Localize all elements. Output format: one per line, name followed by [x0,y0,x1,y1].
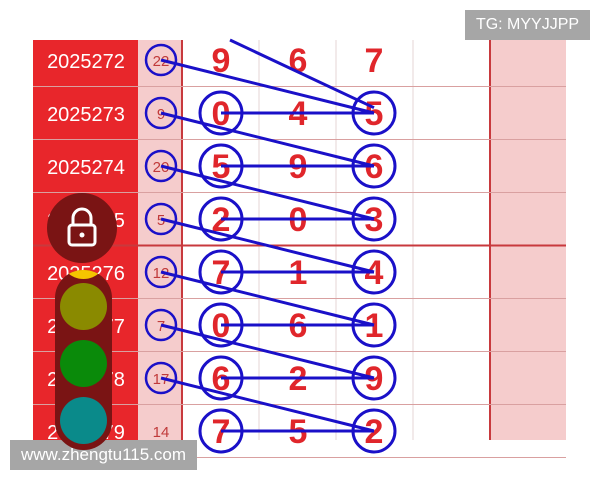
digit-circle [198,143,244,189]
sum-circle [144,308,178,342]
lock-button[interactable] [47,193,117,263]
digit-value: 7 [365,42,384,80]
digit-circle [351,143,397,189]
diagonal-line [160,376,375,433]
digit-circle [198,302,244,348]
digit-circle [351,196,397,242]
watermark-bottom: www.zhengtu115.com [10,440,197,470]
digit-circle [351,90,397,136]
sum-circle [144,255,178,289]
digit-circle [351,302,397,348]
sum-circle [144,149,178,183]
diagonal-line [160,111,375,168]
digit-circle [198,408,244,454]
diagonal-line [160,270,375,327]
diagonal-line [229,38,375,110]
sum-value: 14 [153,424,170,441]
period-label: 2025273 [47,104,125,126]
digit-circle [351,355,397,401]
digit-value: 4 [365,254,384,292]
digit-circle [198,249,244,295]
olive-light [60,283,107,330]
period-label: 2025274 [47,157,125,179]
teal-light [60,397,107,444]
extra-column [490,40,566,440]
digit-circle [198,355,244,401]
digit-circle [351,408,397,454]
digit-value: 9 [212,42,231,80]
diagonal-line [160,323,375,380]
yellow-light [60,270,107,279]
diagonal-line [160,164,375,221]
sum-circle [144,202,178,236]
digit-circle [198,90,244,136]
lock-icon [67,207,97,247]
traffic-light-widget[interactable] [55,270,112,450]
digit-circle [351,249,397,295]
period-label: 2025272 [47,51,125,73]
digit-circle [198,196,244,242]
diagonal-line [160,217,375,274]
green-light [60,340,107,387]
sum-circle [144,361,178,395]
sum-circle [144,96,178,130]
sum-circle [144,43,178,77]
watermark-top: TG: MYYJJPP [465,10,590,40]
diagonal-line [160,58,375,115]
